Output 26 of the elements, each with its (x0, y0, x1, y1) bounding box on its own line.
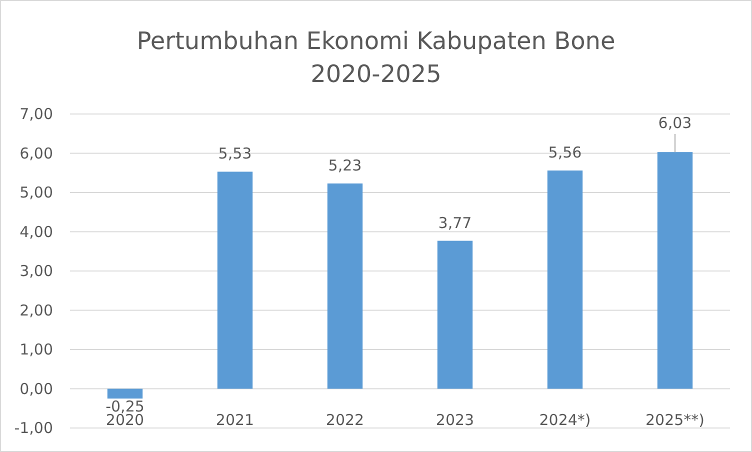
y-tick-label: 4,00 (20, 222, 53, 241)
bar (657, 152, 693, 389)
data-label: 5,23 (328, 156, 362, 174)
y-tick-label: -1,00 (14, 419, 53, 437)
y-tick-label: 0,00 (20, 380, 53, 398)
bar (327, 183, 363, 389)
x-tick-label: 2024*) (539, 410, 591, 429)
y-tick-label: 3,00 (20, 262, 53, 280)
bar (217, 172, 253, 389)
data-label: 3,77 (438, 214, 472, 232)
x-tick-label: 2022 (326, 410, 364, 429)
data-label: 5,53 (218, 144, 252, 163)
bar (437, 240, 473, 389)
x-tick-label: 2021 (216, 410, 254, 429)
data-label: 6,03 (658, 114, 692, 132)
bar (107, 388, 143, 399)
y-tick-label: 6,00 (20, 144, 53, 162)
y-tick-label: 1,00 (20, 340, 53, 358)
data-label: 5,56 (548, 144, 582, 162)
bar (547, 170, 583, 389)
y-tick-label: 5,00 (20, 184, 53, 202)
chart-title: Pertumbuhan Ekonomi Kabupaten Bone 2020-2025 (136, 27, 616, 88)
y-tick-label: 2,00 (20, 301, 53, 320)
x-tick-label: 2023 (436, 410, 474, 429)
x-tick-label: 2025**) (645, 410, 705, 429)
y-tick-label: 7,00 (20, 105, 53, 123)
